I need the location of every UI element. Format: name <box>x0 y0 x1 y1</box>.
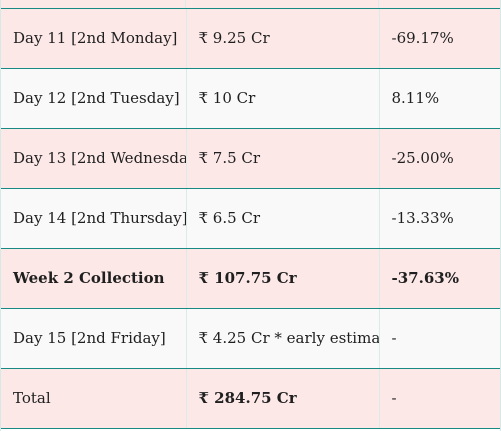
change-cell: 8.11% <box>379 68 500 129</box>
table-row: Day 15 [2nd Friday] ₹ 4.25 Cr * early es… <box>1 308 500 369</box>
table-row: Day 11 [2nd Monday] ₹ 9.25 Cr -69.17% <box>1 8 500 69</box>
day-label-cell: Day 13 [2nd Wednesday] <box>1 128 187 189</box>
change-cell: -69.17% <box>379 8 500 69</box>
collection-cell: ₹ 4.25 Cr * early estimates <box>186 308 380 369</box>
grand-total-row: Total ₹ 284.75 Cr - <box>1 368 500 429</box>
collection-cell: ₹ 9.25 Cr <box>186 8 380 69</box>
change-cell: -13.33% <box>379 188 500 249</box>
day-label-cell: Day 15 [2nd Friday] <box>1 308 187 369</box>
day-label-cell: Day 14 [2nd Thursday] <box>1 188 187 249</box>
day-label-cell: Day 12 [2nd Tuesday] <box>1 68 187 129</box>
collection-cell: ₹ 284.75 Cr <box>186 368 380 429</box>
week-total-row: Week 2 Collection ₹ 107.75 Cr -37.63% <box>1 248 500 309</box>
change-cell: -37.63% <box>379 248 500 309</box>
change-cell: - <box>379 308 500 369</box>
collection-table: Day 11 [2nd Monday] ₹ 9.25 Cr -69.17% Da… <box>1 8 500 429</box>
day-label-cell: Day 11 [2nd Monday] <box>1 8 187 69</box>
table-top-spacer <box>1 0 500 8</box>
collection-cell: ₹ 107.75 Cr <box>186 248 380 309</box>
change-cell: -25.00% <box>379 128 500 189</box>
change-cell: - <box>379 368 500 429</box>
day-label-cell: Week 2 Collection <box>1 248 187 309</box>
collection-cell: ₹ 6.5 Cr <box>186 188 380 249</box>
collection-cell: ₹ 10 Cr <box>186 68 380 129</box>
table-row: Day 14 [2nd Thursday] ₹ 6.5 Cr -13.33% <box>1 188 500 249</box>
collection-cell: ₹ 7.5 Cr <box>186 128 380 189</box>
day-label-cell: Total <box>1 368 187 429</box>
table-top-rule <box>1 8 500 9</box>
table-row: Day 13 [2nd Wednesday] ₹ 7.5 Cr -25.00% <box>1 128 500 189</box>
table-row: Day 12 [2nd Tuesday] ₹ 10 Cr 8.11% <box>1 68 500 129</box>
